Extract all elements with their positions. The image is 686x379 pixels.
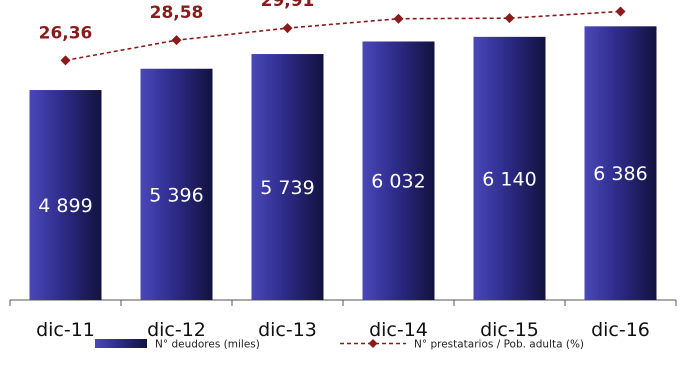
category-label: dic-12 [147, 319, 206, 341]
category-label: dic-16 [591, 319, 650, 341]
bar-value-label: 6 386 [593, 163, 647, 185]
legend-bar-swatch [95, 339, 147, 348]
category-label: dic-15 [480, 319, 539, 341]
category-label: dic-14 [369, 319, 428, 341]
bar-value-label: 5 739 [260, 177, 314, 199]
bar [251, 54, 324, 300]
legend-line-label: N° prestatarios / Pob. adulta (%) [414, 339, 584, 351]
bar [362, 41, 435, 300]
legend-bar-label: N° deudores (miles) [155, 339, 260, 351]
bar-value-label: 6 140 [482, 168, 536, 190]
bar-value-label: 5 396 [149, 184, 203, 206]
bar-value-label: 4 899 [38, 195, 92, 217]
category-label: dic-13 [258, 319, 317, 341]
bar [584, 26, 657, 301]
x-axis-ticks [9, 300, 677, 306]
line-value-label: 29,91 [261, 0, 315, 11]
bar-value-label: 6 032 [371, 171, 425, 193]
legend: N° deudores (miles) N° prestatarios / Po… [95, 339, 584, 351]
bar [473, 36, 546, 300]
line-value-label: 30,94 [372, 0, 426, 2]
line-point [60, 55, 71, 66]
legend-line-marker [368, 339, 378, 348]
line-series [60, 6, 626, 66]
line-value-label: 31,00 [483, 0, 537, 1]
category-label: dic-11 [36, 319, 95, 341]
category-labels: dic-11 dic-12 dic-13 dic-14 dic-15 dic-16 [36, 319, 650, 341]
bar-series [29, 26, 657, 301]
line-point [393, 13, 404, 24]
series-line [65, 10, 621, 62]
line-point [282, 23, 293, 34]
bar [140, 68, 213, 300]
line-point [171, 35, 182, 46]
bar [29, 90, 102, 301]
line-point [615, 6, 626, 17]
line-value-label: 26,36 [39, 23, 93, 43]
line-value-label: 28,58 [150, 3, 204, 23]
line-point [504, 13, 515, 24]
bar-data-labels: 4 899 5 396 5 739 6 032 6 140 6 386 [38, 163, 647, 217]
